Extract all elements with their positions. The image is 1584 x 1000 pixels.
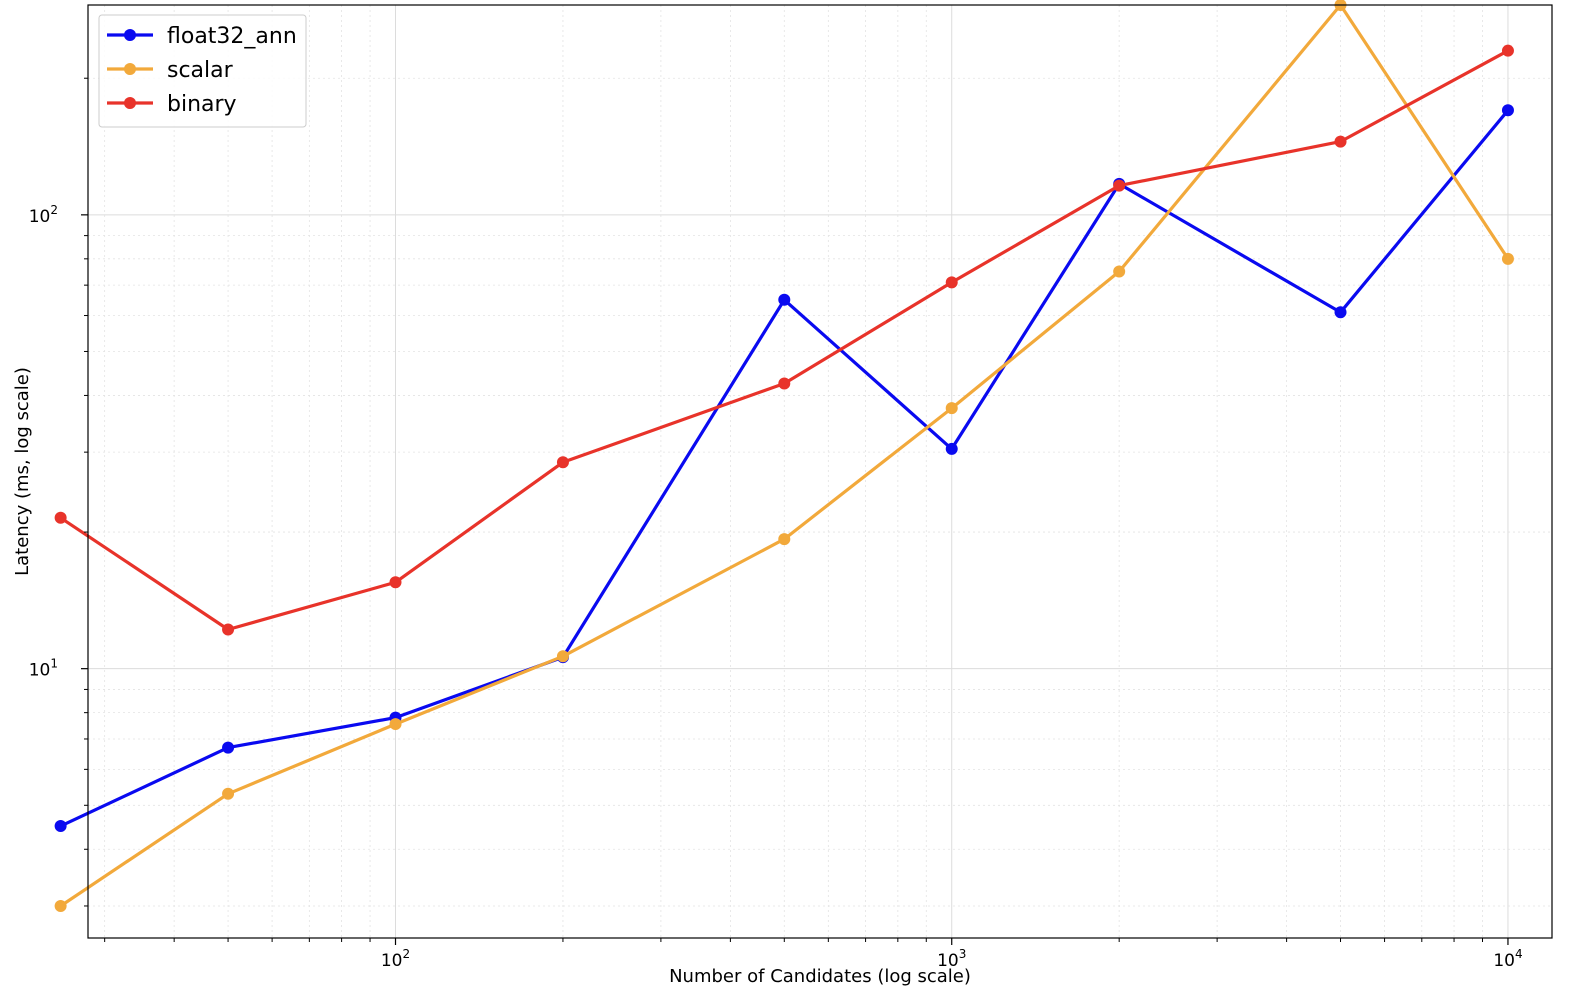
data-point-binary [778,377,791,390]
data-point-scalar [54,899,67,912]
series-scalar [54,0,1514,912]
data-point-binary [945,276,958,289]
y-tick-label: 102 [29,203,58,227]
data-point-scalar [222,787,235,800]
plot-frame [87,4,1553,939]
legend-item-float32_ann: float32_ann [107,24,297,49]
x-tick-label: 102 [381,947,410,971]
x-tick-label: 104 [1493,947,1522,971]
major-grid [88,5,1552,938]
legend-label: binary [167,92,237,117]
legend-item-binary: binary [107,92,237,117]
data-point-float32_ann [222,741,235,754]
data-point-binary [389,576,402,589]
data-point-binary [1334,135,1347,148]
legend-item-scalar: scalar [107,58,234,83]
data-point-float32_ann [945,442,958,455]
data-point-scalar [1501,252,1514,265]
data-point-float32_ann [54,820,67,833]
legend-marker [124,29,136,41]
legend-marker [124,63,136,75]
data-point-scalar [945,402,958,415]
x-axis-label: Number of Candidates (log scale) [669,966,971,987]
data-point-float32_ann [1501,104,1514,117]
series-binary [54,44,1514,636]
data-point-scalar [778,533,791,546]
data-point-binary [54,511,67,524]
data-point-scalar [556,650,569,663]
data-point-binary [1113,179,1126,192]
y-tick-label: 101 [29,657,58,681]
series-layer [54,0,1514,912]
data-point-scalar [1113,265,1126,278]
y-axis-ticks: 101 102 [29,77,88,907]
legend-label: scalar [167,58,234,83]
minor-grid [88,5,1552,938]
data-point-binary [1501,44,1514,57]
x-tick-label: 103 [937,947,966,971]
x-axis-ticks: 102 103 104 [104,938,1523,971]
data-point-binary [222,623,235,636]
data-point-float32_ann [1334,306,1347,319]
legend-label: float32_ann [167,24,297,49]
y-axis-label: Latency (ms, log scale) [12,367,33,576]
legend-box [98,14,307,128]
data-point-scalar [389,718,402,731]
legend-marker [124,97,136,109]
data-point-float32_ann [778,293,791,306]
data-point-binary [556,456,569,469]
